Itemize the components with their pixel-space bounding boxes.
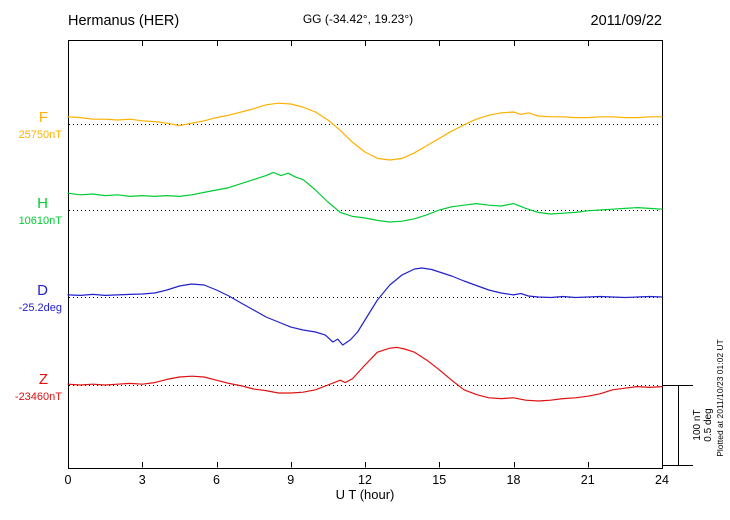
x-tick-label: 21	[581, 473, 595, 487]
baseline-value-f: 25750nT	[19, 129, 63, 141]
date-label: 2011/09/22	[591, 13, 663, 29]
series-label-z: Z	[39, 371, 48, 388]
x-tick-label: 6	[213, 473, 220, 487]
baseline-value-h: 10610nT	[19, 215, 63, 227]
trace-z	[67, 346, 663, 402]
station-title: Hermanus (HER)	[68, 13, 179, 29]
plotted-at-label: Plotted at 2011/10/23 01:02 UT	[715, 339, 725, 457]
x-tick-label: 24	[655, 473, 669, 487]
baseline-value-z: -23460nT	[15, 391, 62, 403]
x-axis-label: U T (hour)	[336, 487, 395, 502]
geographic-coordinates-label: GG (-34.42°, 19.23°)	[303, 12, 413, 26]
x-tick-label: 15	[432, 473, 446, 487]
series-label-f: F	[39, 109, 48, 126]
x-tick-label: 18	[507, 473, 521, 487]
x-tick-label: 12	[358, 473, 372, 487]
trace-f	[67, 102, 663, 161]
scale-nt-label: 100 nT	[692, 409, 703, 440]
x-tick-label: 0	[65, 473, 72, 487]
plot-layer: 0 3 6 9 12 15 18 21 24	[65, 40, 693, 487]
plot-border	[68, 40, 663, 469]
scale-deg-label: 0.5 deg	[703, 408, 714, 441]
trace-d	[67, 267, 663, 346]
baseline-value-d: -25.2deg	[19, 302, 62, 314]
trace-h	[67, 171, 663, 223]
series-label-d: D	[37, 282, 48, 299]
x-tick-label: 9	[287, 473, 294, 487]
x-tick-label: 3	[139, 473, 146, 487]
series-label-h: H	[37, 195, 48, 212]
